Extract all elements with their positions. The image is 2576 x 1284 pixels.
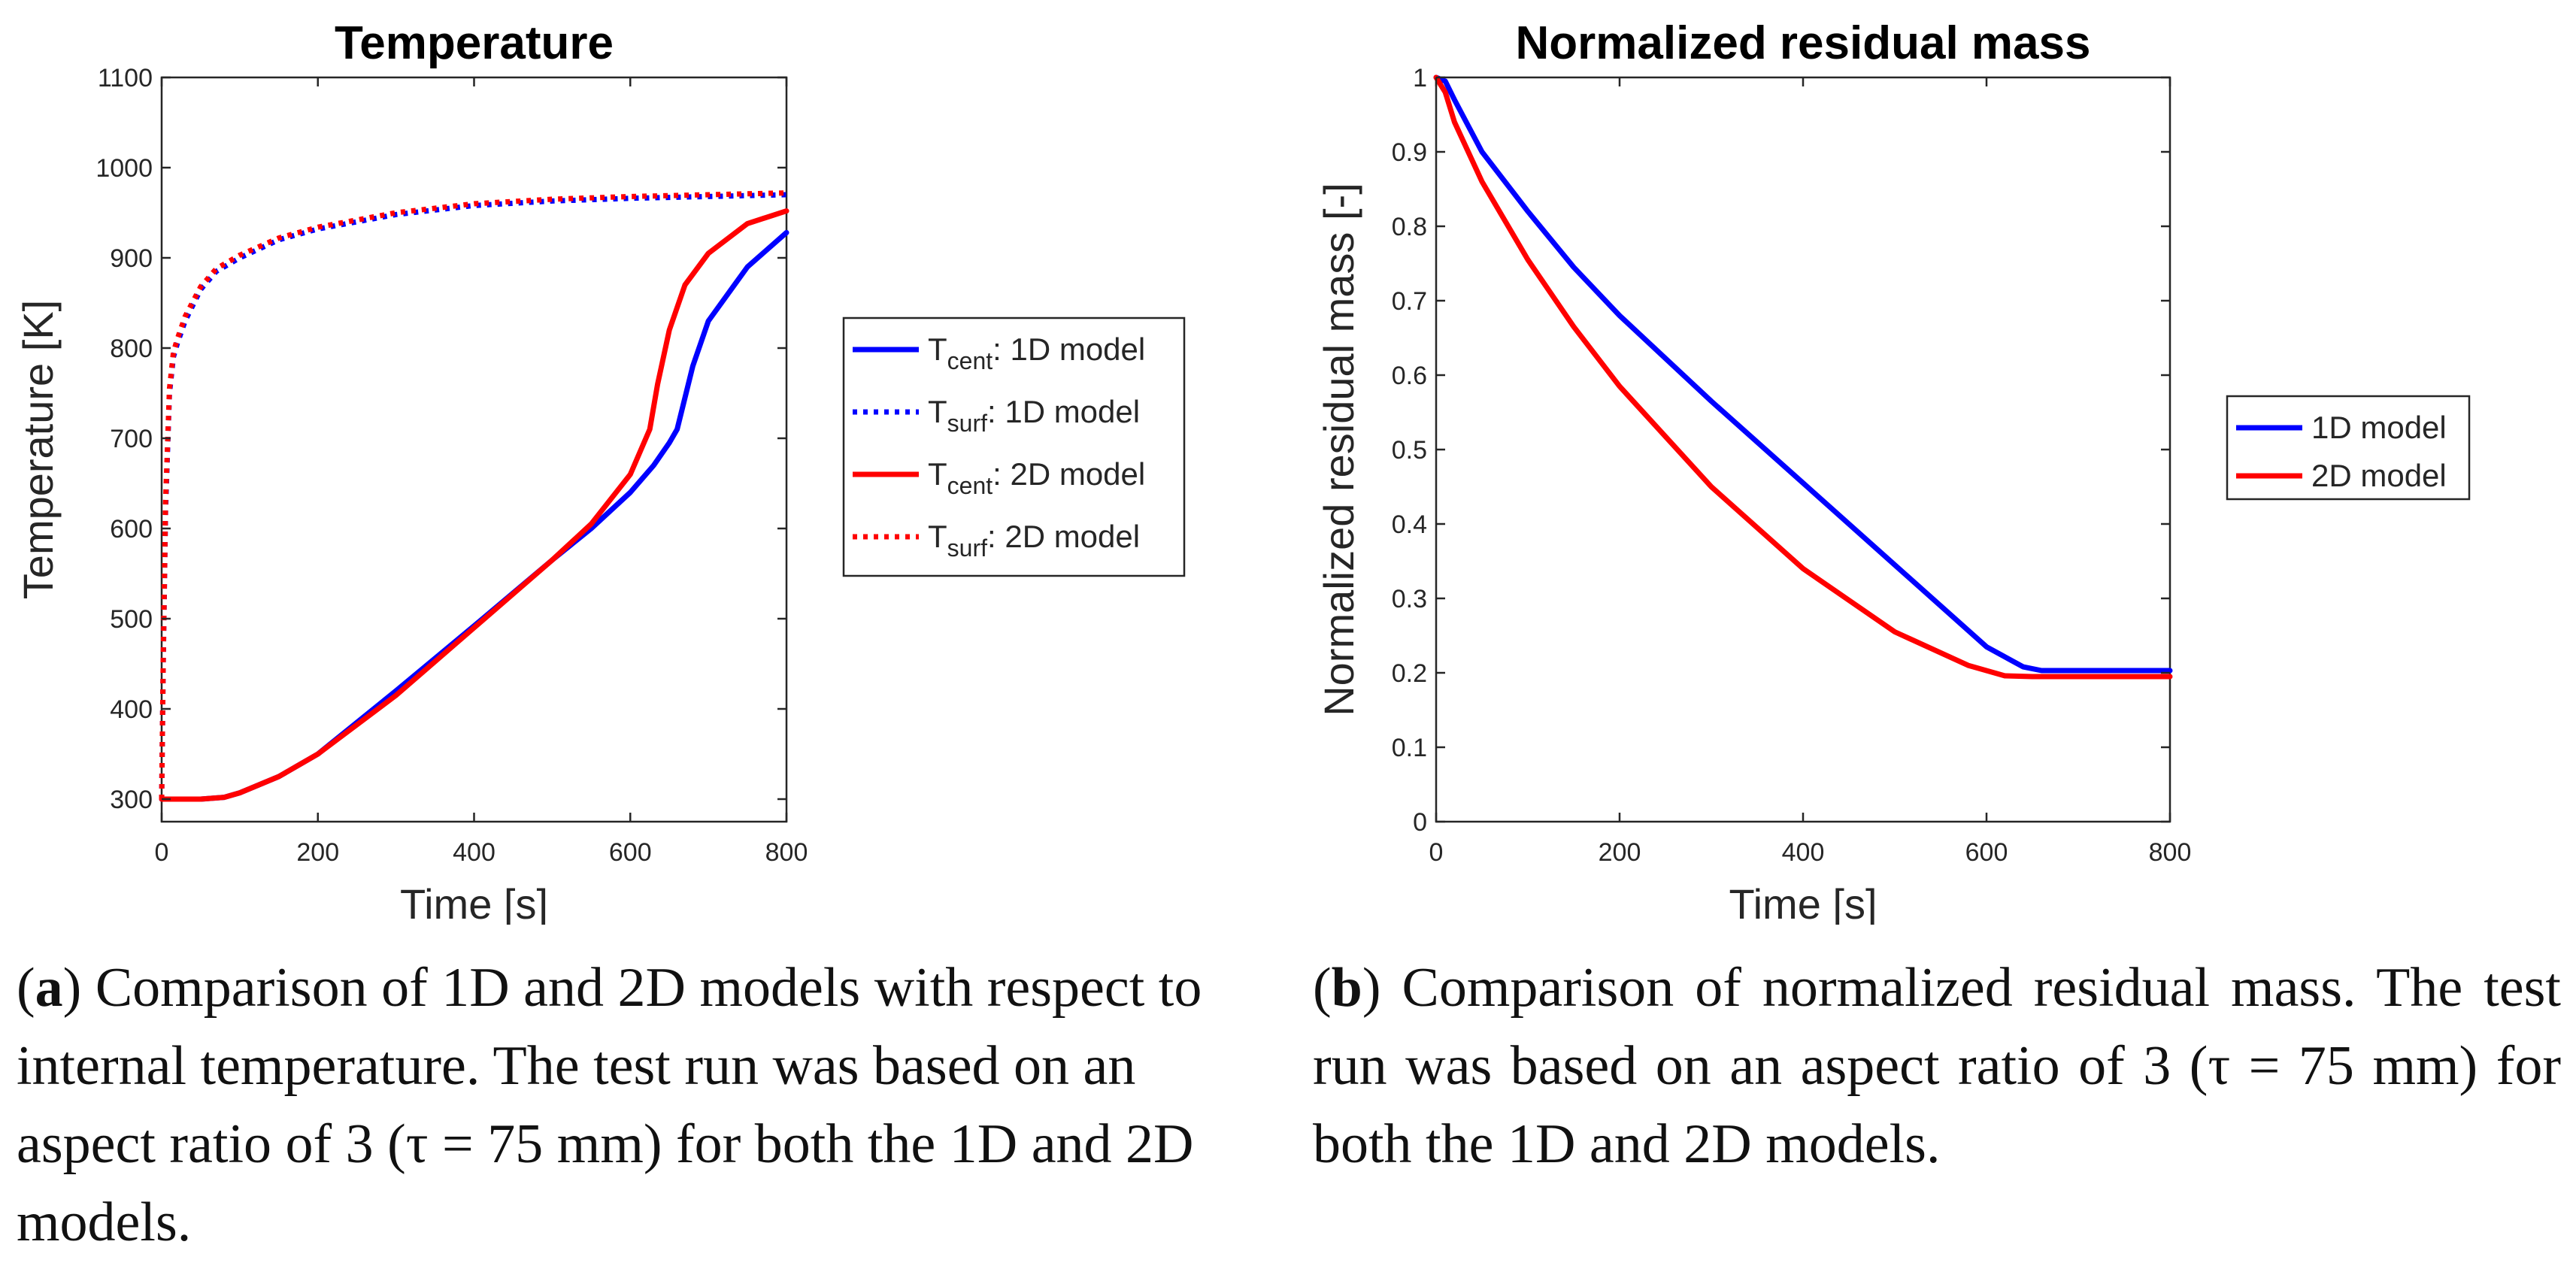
y-tick-label: 1000 [95, 154, 153, 183]
y-tick-label: 300 [110, 786, 153, 814]
legend-text: : 2D model [987, 519, 1140, 554]
legend-subscript: surf [947, 410, 987, 437]
series-line-tcent-2d [159, 208, 789, 802]
y-tick-label: 1100 [98, 64, 153, 92]
series-line-mass-1d [1433, 74, 2173, 674]
legend-box [842, 316, 1186, 577]
x-tick-label: 400 [453, 838, 496, 867]
legend-subscript: surf [947, 534, 987, 562]
y-tick-label: 1 [1413, 64, 1427, 92]
legend-text: : 2D model [993, 456, 1145, 492]
series-line-mass-2d [1433, 74, 2173, 680]
legend-subscript: cent [947, 472, 993, 499]
y-tick-label: 700 [110, 425, 153, 453]
x-tick-label: 0 [155, 838, 169, 867]
x-tick-label: 0 [1429, 838, 1444, 867]
y-tick-label: 0.3 [1392, 585, 1427, 613]
x-tick-label: 800 [765, 838, 808, 867]
y-tick-label: 0 [1413, 808, 1427, 837]
caption-b-text: Comparison of normalized residual mass. … [1313, 957, 2561, 1175]
series-line-tsurf-2d [159, 190, 787, 800]
x-tick-label: 800 [2149, 838, 2192, 867]
chart-title: Temperature [335, 17, 614, 69]
y-axis-label: Normalized residual mass [-] [1315, 183, 1362, 716]
x-tick-label: 600 [609, 838, 652, 867]
temperature-chart: 0 200 400 600 800 300 400 500 600 700 800 900 1000 11… [14, 17, 1186, 925]
x-tick-label: 200 [296, 838, 339, 867]
y-tick-label: 0.4 [1392, 510, 1427, 539]
caption-b-tag: b [1331, 957, 1362, 1019]
residual-mass-chart: 0 200 400 600 800 0 0.1 0.2 0.3 0.4 0.5 0.6 0.7 0.8 0.… [1315, 17, 2471, 925]
y-tick-label: 0.5 [1392, 436, 1427, 465]
y-tick-label: 0.6 [1392, 362, 1427, 390]
caption-a-text: Comparison of 1D and 2D models with resp… [17, 957, 1202, 1253]
y-axis-label: Temperature [K] [14, 300, 62, 599]
y-tick-label: 0.2 [1392, 659, 1427, 688]
plot-area [160, 76, 788, 823]
y-tick-label: 400 [110, 695, 153, 724]
x-tick-label: 200 [1599, 838, 1641, 867]
legend-box [2226, 395, 2471, 501]
y-tick-label: 0.9 [1392, 138, 1427, 167]
legend-label-tsurf-2d: Tsurf: 2D model [928, 519, 1140, 562]
y-tick-label: 900 [110, 244, 153, 273]
x-tick-label: 400 [1782, 838, 1825, 867]
caption-b: (b) Comparison of normalized residual ma… [1313, 957, 2561, 1175]
x-axis-label: Time [s] [1729, 880, 1877, 925]
y-tick-label: 600 [110, 515, 153, 544]
plot-area [1435, 76, 2171, 823]
legend-text: : 1D model [993, 332, 1145, 367]
y-tick-label: 0.1 [1392, 734, 1427, 762]
y-tick-label: 500 [110, 605, 153, 634]
figure: 0 200 400 600 800300400500600700800900100011… [14, 17, 2471, 925]
legend-label-mass-1d: 1D model [2311, 410, 2447, 445]
y-tick-label: 800 [110, 335, 153, 363]
caption-a-tag: a [35, 957, 63, 1019]
caption-a: (a) Comparison of 1D and 2D models with … [17, 957, 1202, 1253]
legend-subscript: cent [947, 347, 993, 374]
x-tick-label: 600 [1965, 838, 2008, 867]
chart-title: Normalized residual mass [1516, 17, 2091, 69]
x-axis-label: Time [s] [400, 880, 548, 925]
legend-label-mass-2d: 2D model [2311, 458, 2447, 493]
y-tick-label: 0.8 [1392, 213, 1427, 241]
legend-text: : 1D model [987, 394, 1140, 429]
y-tick-label: 0.7 [1392, 287, 1427, 316]
